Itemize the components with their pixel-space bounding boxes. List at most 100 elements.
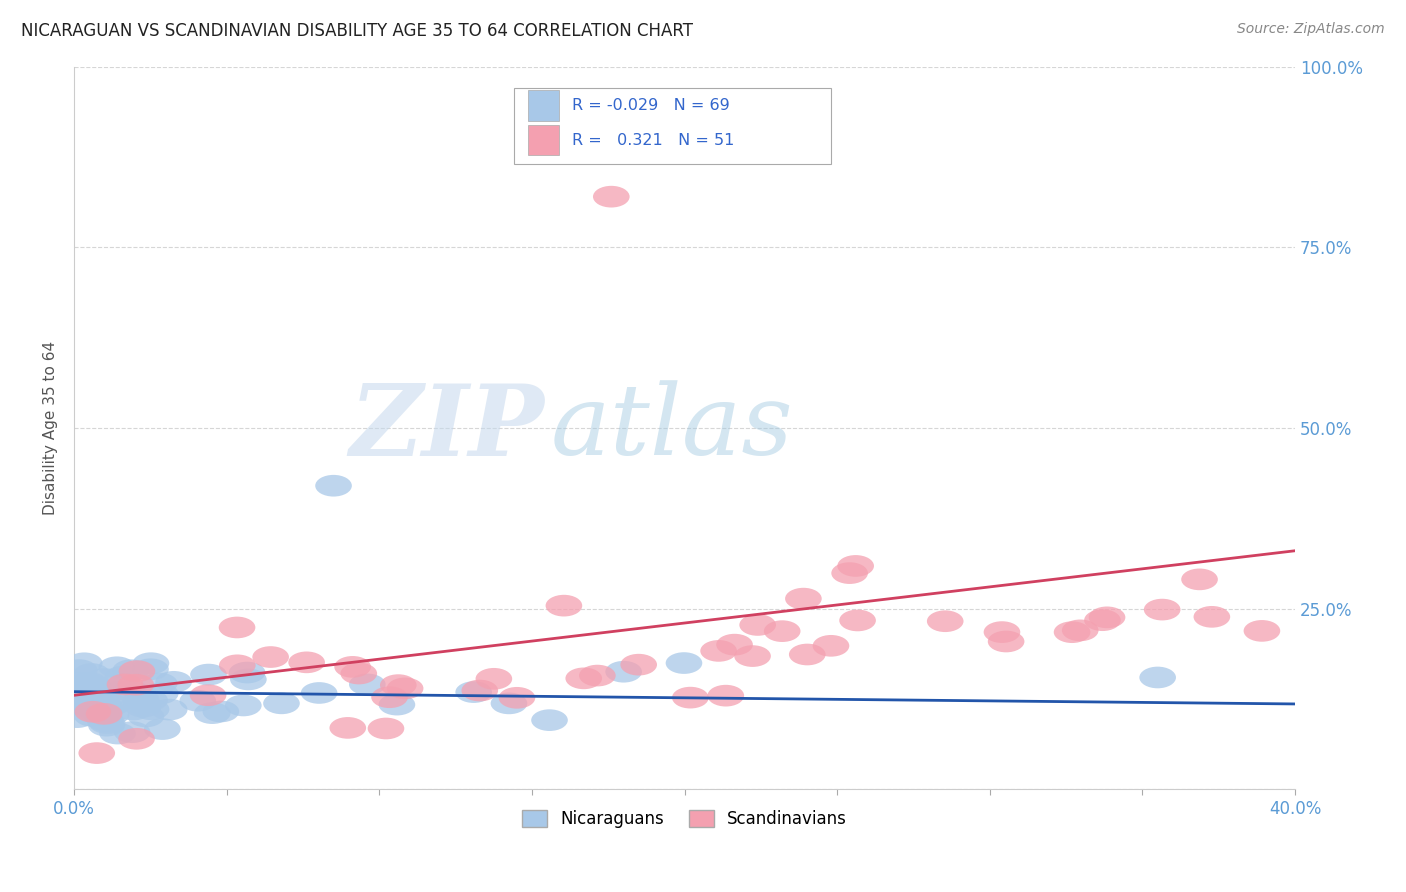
- Ellipse shape: [118, 673, 155, 696]
- Text: R = -0.029   N = 69: R = -0.029 N = 69: [572, 98, 730, 113]
- Ellipse shape: [839, 609, 876, 632]
- Ellipse shape: [79, 701, 117, 723]
- Ellipse shape: [128, 706, 165, 727]
- Ellipse shape: [1181, 568, 1218, 591]
- Ellipse shape: [112, 680, 149, 702]
- Ellipse shape: [716, 634, 752, 656]
- Ellipse shape: [98, 657, 135, 678]
- Ellipse shape: [838, 555, 875, 577]
- Ellipse shape: [499, 687, 536, 708]
- Ellipse shape: [763, 620, 800, 642]
- Ellipse shape: [620, 654, 657, 675]
- Ellipse shape: [94, 694, 131, 715]
- Ellipse shape: [456, 681, 492, 703]
- Ellipse shape: [387, 678, 423, 699]
- Legend: Nicaraguans, Scandinavians: Nicaraguans, Scandinavians: [515, 804, 853, 835]
- Ellipse shape: [593, 186, 630, 208]
- Ellipse shape: [87, 710, 124, 731]
- Ellipse shape: [606, 661, 643, 682]
- Ellipse shape: [1084, 609, 1121, 631]
- Ellipse shape: [700, 640, 737, 662]
- Ellipse shape: [98, 681, 136, 704]
- Ellipse shape: [89, 712, 125, 734]
- Ellipse shape: [112, 659, 149, 681]
- Ellipse shape: [75, 675, 111, 697]
- Ellipse shape: [546, 595, 582, 616]
- Ellipse shape: [202, 700, 239, 723]
- Ellipse shape: [491, 692, 527, 714]
- Ellipse shape: [229, 662, 266, 683]
- Ellipse shape: [301, 682, 337, 704]
- Ellipse shape: [132, 658, 169, 680]
- Ellipse shape: [565, 667, 602, 690]
- Ellipse shape: [75, 701, 111, 723]
- Ellipse shape: [75, 705, 111, 727]
- Ellipse shape: [707, 685, 744, 706]
- Ellipse shape: [789, 644, 825, 665]
- Ellipse shape: [59, 692, 96, 714]
- Ellipse shape: [89, 714, 125, 737]
- Ellipse shape: [79, 742, 115, 764]
- Ellipse shape: [475, 668, 512, 690]
- Text: Source: ZipAtlas.com: Source: ZipAtlas.com: [1237, 22, 1385, 37]
- Ellipse shape: [927, 610, 963, 632]
- Ellipse shape: [1194, 606, 1230, 628]
- Ellipse shape: [77, 692, 114, 714]
- Ellipse shape: [813, 635, 849, 657]
- Ellipse shape: [100, 723, 136, 745]
- Ellipse shape: [65, 676, 101, 698]
- Ellipse shape: [367, 718, 405, 739]
- Ellipse shape: [122, 693, 160, 714]
- Ellipse shape: [70, 673, 107, 694]
- Ellipse shape: [118, 728, 155, 749]
- Ellipse shape: [665, 652, 702, 673]
- Ellipse shape: [252, 646, 290, 668]
- Ellipse shape: [785, 588, 821, 609]
- Ellipse shape: [104, 665, 141, 688]
- Ellipse shape: [114, 722, 150, 743]
- Ellipse shape: [132, 652, 169, 674]
- Y-axis label: Disability Age 35 to 64: Disability Age 35 to 64: [44, 341, 58, 515]
- Text: NICARAGUAN VS SCANDINAVIAN DISABILITY AGE 35 TO 64 CORRELATION CHART: NICARAGUAN VS SCANDINAVIAN DISABILITY AG…: [21, 22, 693, 40]
- Ellipse shape: [59, 691, 96, 713]
- Ellipse shape: [225, 695, 262, 716]
- Ellipse shape: [219, 616, 256, 639]
- Ellipse shape: [371, 686, 408, 708]
- Ellipse shape: [115, 698, 152, 721]
- Bar: [529, 90, 558, 120]
- Ellipse shape: [59, 684, 96, 706]
- Ellipse shape: [335, 656, 371, 678]
- Ellipse shape: [142, 682, 179, 705]
- Ellipse shape: [80, 698, 117, 720]
- Ellipse shape: [190, 664, 226, 685]
- Ellipse shape: [59, 706, 96, 728]
- Ellipse shape: [315, 475, 352, 497]
- Ellipse shape: [831, 562, 868, 584]
- Ellipse shape: [740, 614, 776, 636]
- Ellipse shape: [219, 655, 256, 676]
- Ellipse shape: [340, 663, 377, 684]
- Ellipse shape: [125, 696, 162, 717]
- Ellipse shape: [531, 709, 568, 731]
- Ellipse shape: [143, 718, 180, 740]
- Ellipse shape: [93, 704, 129, 725]
- Ellipse shape: [263, 692, 299, 714]
- Ellipse shape: [65, 680, 101, 701]
- Ellipse shape: [155, 671, 193, 693]
- Ellipse shape: [988, 631, 1025, 652]
- Ellipse shape: [89, 698, 125, 719]
- Ellipse shape: [118, 660, 155, 682]
- Ellipse shape: [1244, 620, 1281, 641]
- Ellipse shape: [461, 680, 498, 701]
- Text: ZIP: ZIP: [349, 380, 544, 476]
- Text: atlas: atlas: [550, 380, 793, 475]
- Ellipse shape: [86, 668, 122, 690]
- Ellipse shape: [734, 645, 770, 667]
- Ellipse shape: [62, 672, 98, 693]
- Ellipse shape: [194, 702, 231, 724]
- Ellipse shape: [76, 681, 112, 703]
- Ellipse shape: [84, 691, 121, 714]
- Ellipse shape: [86, 703, 122, 724]
- Ellipse shape: [180, 690, 217, 712]
- Ellipse shape: [288, 651, 325, 673]
